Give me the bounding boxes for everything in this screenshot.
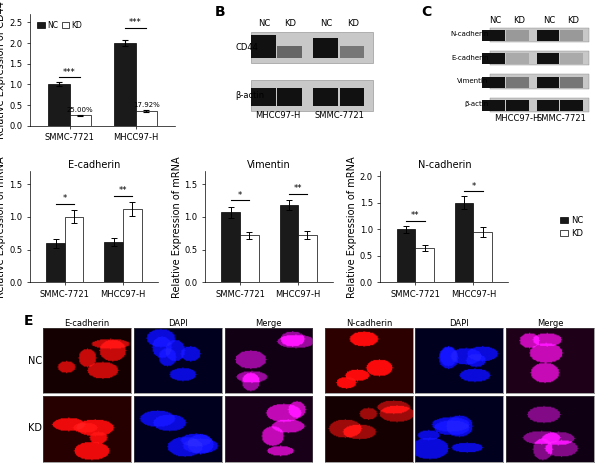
Title: E-cadherin: E-cadherin — [68, 160, 120, 170]
Text: 25.00%: 25.00% — [67, 107, 94, 113]
Text: β-actin: β-actin — [464, 101, 488, 107]
Bar — [560, 53, 583, 65]
Title: Vimentin: Vimentin — [247, 160, 291, 170]
Text: **: ** — [411, 211, 419, 220]
Bar — [482, 30, 505, 41]
Text: NC: NC — [543, 16, 556, 25]
Text: *: * — [63, 194, 67, 203]
Text: CD44: CD44 — [235, 43, 258, 52]
Bar — [313, 38, 338, 57]
Title: Merge: Merge — [537, 318, 563, 328]
Bar — [536, 100, 559, 111]
Text: ***: *** — [129, 18, 142, 27]
Legend: NC, KD: NC, KD — [560, 216, 584, 238]
Bar — [506, 30, 529, 41]
Bar — [251, 80, 373, 111]
Bar — [70, 115, 91, 126]
Y-axis label: Relative Expression of CD44: Relative Expression of CD44 — [0, 1, 7, 139]
Text: E-cadherin: E-cadherin — [451, 55, 488, 61]
Bar — [251, 35, 276, 57]
Bar — [482, 77, 505, 88]
Bar — [536, 77, 559, 88]
Bar — [221, 212, 240, 283]
Title: DAPI: DAPI — [449, 318, 469, 328]
Text: C: C — [422, 5, 432, 19]
Text: KD: KD — [513, 16, 525, 25]
Bar — [415, 248, 434, 283]
Bar — [277, 47, 302, 57]
Title: Merge: Merge — [255, 318, 281, 328]
Bar — [490, 98, 589, 112]
Bar — [506, 100, 529, 111]
Bar — [46, 243, 65, 283]
Text: NC: NC — [489, 16, 501, 25]
Text: SMMC-7721: SMMC-7721 — [314, 111, 365, 120]
Bar — [506, 53, 529, 65]
Title: E-cadherin: E-cadherin — [65, 318, 110, 328]
Bar — [455, 203, 473, 283]
Text: KD: KD — [284, 18, 296, 28]
Text: E: E — [23, 314, 33, 328]
Text: **: ** — [294, 184, 302, 193]
Text: NC: NC — [258, 18, 270, 28]
Bar — [123, 209, 142, 283]
Text: KD: KD — [347, 18, 359, 28]
Bar — [482, 53, 505, 65]
Text: KD: KD — [28, 423, 42, 433]
Bar — [277, 88, 302, 106]
Bar — [49, 84, 70, 126]
Text: SMMC-7721: SMMC-7721 — [536, 114, 586, 123]
Bar — [340, 47, 364, 57]
Bar — [298, 235, 317, 283]
Bar — [340, 88, 364, 106]
Text: MHCC97-H: MHCC97-H — [255, 111, 301, 120]
Text: KD: KD — [567, 16, 579, 25]
Bar — [251, 32, 373, 63]
Text: ***: *** — [63, 67, 76, 76]
Title: N-cadherin: N-cadherin — [418, 160, 471, 170]
Bar — [536, 53, 559, 65]
Title: N-cadherin: N-cadherin — [346, 318, 392, 328]
Bar — [482, 100, 505, 111]
Text: NC: NC — [28, 356, 43, 366]
Title: DAPI: DAPI — [168, 318, 188, 328]
Text: *: * — [471, 182, 476, 191]
Text: 17.92%: 17.92% — [133, 102, 160, 108]
Text: N-cadherin: N-cadherin — [450, 31, 488, 37]
Bar — [136, 111, 157, 126]
Text: B: B — [215, 5, 226, 19]
Bar — [560, 30, 583, 41]
Text: β-actin: β-actin — [235, 91, 264, 100]
Y-axis label: Relative Expression of mRNA: Relative Expression of mRNA — [0, 156, 7, 298]
Bar — [536, 30, 559, 41]
Bar — [473, 232, 492, 283]
Bar — [65, 217, 83, 283]
Text: NC: NC — [320, 18, 332, 28]
Legend: NC, KD: NC, KD — [34, 18, 85, 33]
Bar — [313, 88, 338, 106]
Text: **: ** — [119, 186, 127, 195]
Bar — [251, 88, 276, 106]
Bar — [104, 242, 123, 283]
Text: Vimentin: Vimentin — [457, 78, 488, 84]
Bar — [506, 77, 529, 88]
Bar — [240, 235, 259, 283]
Bar — [490, 74, 589, 89]
Y-axis label: Relative Expression of mRNA: Relative Expression of mRNA — [347, 156, 357, 298]
Text: *: * — [238, 191, 242, 200]
Bar — [490, 27, 589, 42]
Bar — [560, 77, 583, 88]
Bar — [397, 229, 415, 283]
Bar — [490, 51, 589, 65]
Bar — [280, 205, 298, 283]
Bar — [115, 43, 136, 126]
Text: MHCC97-H: MHCC97-H — [494, 114, 539, 123]
Y-axis label: Relative Expression of mRNA: Relative Expression of mRNA — [172, 156, 182, 298]
Bar — [560, 100, 583, 111]
